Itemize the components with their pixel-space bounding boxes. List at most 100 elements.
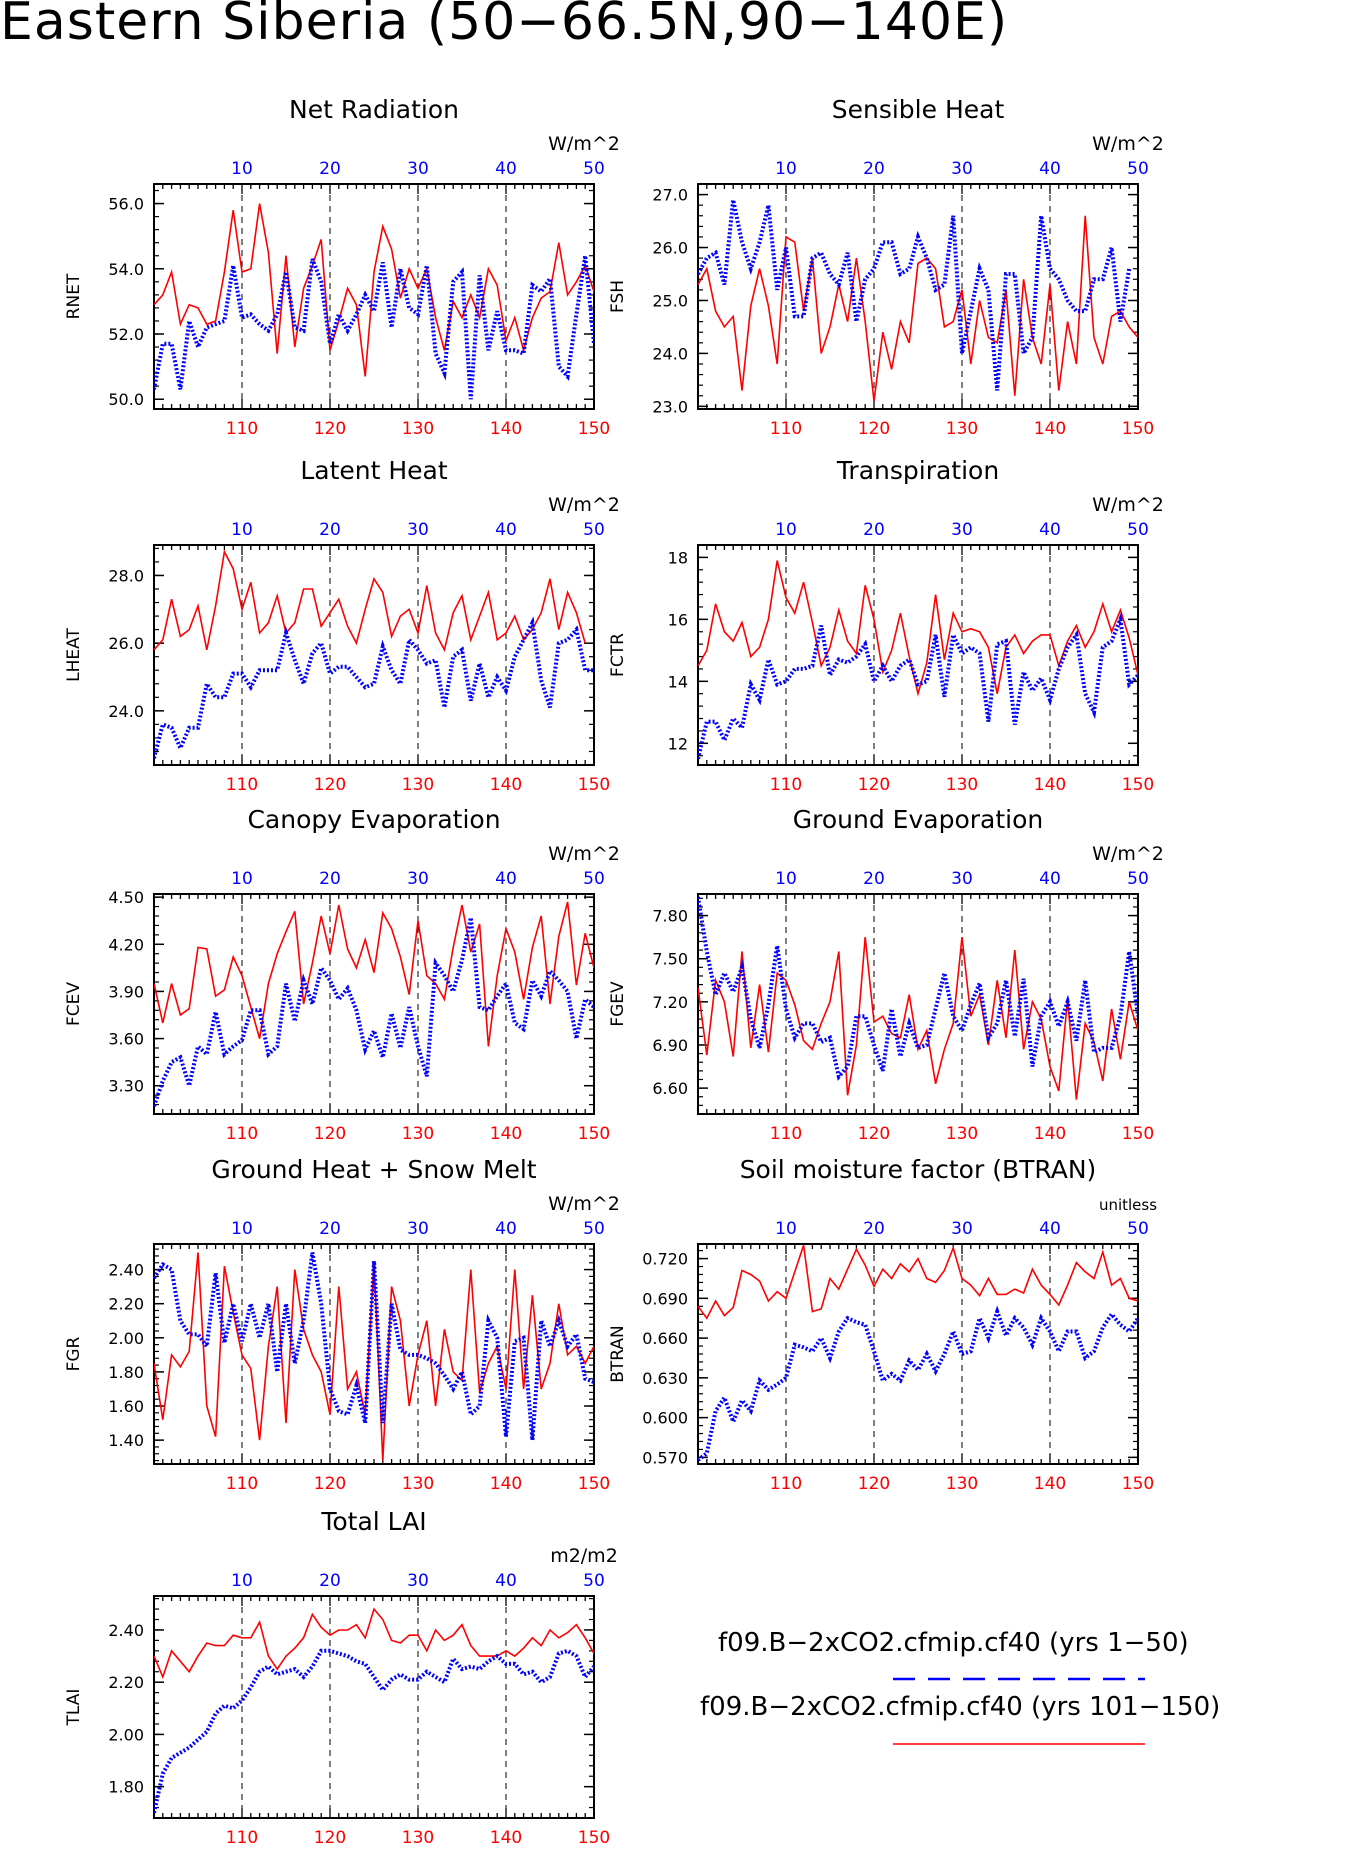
x-tick-label-top: 40 <box>1039 1219 1061 1239</box>
units-label: W/m^2 <box>548 494 620 516</box>
chart-panel-fgev: Ground Evaporation W/m^2 FGEV 6.60 6.90 7.20 7… <box>608 805 1164 1144</box>
x-tick-label-bottom: 140 <box>490 1474 522 1494</box>
x-tick-label-bottom: 130 <box>402 775 434 795</box>
y-tick-label: 4.50 <box>108 888 144 907</box>
series-yrs-101-150-line <box>698 1245 1138 1320</box>
x-tick-label-bottom: 130 <box>402 1474 434 1494</box>
chart-panel-fgr: Ground Heat + Snow Melt W/m^2 FGR 1.40 1.60 1… <box>64 1155 620 1494</box>
units-label: W/m^2 <box>1092 494 1164 516</box>
x-tick-label-bottom: 120 <box>314 775 346 795</box>
x-tick-label-top: 30 <box>407 520 429 540</box>
y-tick-label: 0.720 <box>642 1250 688 1269</box>
series-yrs-101-150-line <box>154 1252 594 1461</box>
x-tick-label-top: 30 <box>407 1571 429 1591</box>
x-tick-label-top: 50 <box>1127 1219 1149 1239</box>
series-yrs-1-50-line <box>154 917 594 1107</box>
x-tick-label-top: 10 <box>231 1571 253 1591</box>
y-tick-label: 52.0 <box>108 325 144 344</box>
y-axis-label: RNET <box>64 273 84 319</box>
y-tick-label: 2.20 <box>108 1673 144 1692</box>
y-tick-label: 23.0 <box>652 397 688 416</box>
x-tick-label-top: 30 <box>951 520 973 540</box>
series-yrs-1-50-line <box>154 1648 594 1814</box>
x-tick-label-bottom: 150 <box>1122 1124 1154 1144</box>
y-tick-label: 12 <box>668 734 688 753</box>
y-tick-label: 1.40 <box>108 1431 144 1450</box>
chart-panel-rnet: Net Radiation W/m^2 RNET 50.0 52.0 54.0 56.0 10… <box>64 95 620 439</box>
series-yrs-1-50-line <box>698 611 1138 760</box>
x-tick-label-top: 50 <box>583 1571 605 1591</box>
x-tick-label-bottom: 140 <box>1034 775 1066 795</box>
series-yrs-1-50-line <box>154 616 594 759</box>
y-tick-label: 27.0 <box>652 186 688 205</box>
x-tick-label-top: 20 <box>319 159 341 179</box>
figure-title: Eastern Siberia (50−66.5N,90−140E) <box>0 0 1009 52</box>
x-tick-label-bottom: 140 <box>1034 1124 1066 1144</box>
x-tick-label-bottom: 110 <box>226 419 258 439</box>
x-tick-label-top: 40 <box>495 159 517 179</box>
x-tick-label-top: 30 <box>407 159 429 179</box>
y-tick-label: 26.0 <box>108 634 144 653</box>
y-tick-label: 2.40 <box>108 1261 144 1280</box>
panel-title: Sensible Heat <box>832 95 1005 124</box>
y-axis-label: FCEV <box>64 982 84 1026</box>
x-tick-label-top: 50 <box>1127 869 1149 889</box>
y-tick-label: 0.600 <box>642 1409 688 1428</box>
x-tick-label-bottom: 120 <box>858 419 890 439</box>
x-tick-label-top: 20 <box>319 869 341 889</box>
x-tick-label-top: 30 <box>951 869 973 889</box>
x-tick-label-top: 10 <box>231 1219 253 1239</box>
legend-series1-label: f09.B−2xCO2.cfmip.cf40 (yrs 1−50) <box>718 1628 1189 1658</box>
y-axis-label: FSH <box>608 280 628 313</box>
y-tick-label: 3.90 <box>108 982 144 1001</box>
units-label: W/m^2 <box>548 133 620 155</box>
y-axis-label: TLAI <box>64 1689 84 1727</box>
x-tick-label-top: 30 <box>951 159 973 179</box>
x-tick-label-bottom: 110 <box>226 1474 258 1494</box>
x-tick-label-top: 10 <box>775 520 797 540</box>
x-tick-label-top: 20 <box>863 1219 885 1239</box>
y-tick-label: 26.0 <box>652 239 688 258</box>
x-tick-label-top: 50 <box>1127 159 1149 179</box>
panel-title: Total LAI <box>320 1507 426 1536</box>
chart-panel-lheat: Latent Heat W/m^2 LHEAT 24.0 26.0 28.0 10 20 30 4… <box>64 456 620 795</box>
units-label: W/m^2 <box>1092 133 1164 155</box>
x-tick-label-bottom: 140 <box>1034 419 1066 439</box>
panel-title: Canopy Evaporation <box>247 805 500 834</box>
y-tick-label: 50.0 <box>108 390 144 409</box>
panel-title: Ground Evaporation <box>793 805 1043 834</box>
panel-title: Net Radiation <box>289 95 459 124</box>
x-tick-label-top: 30 <box>951 1219 973 1239</box>
x-tick-label-top: 40 <box>1039 869 1061 889</box>
y-tick-label: 16 <box>668 610 688 629</box>
series-yrs-101-150-line <box>154 1607 594 1680</box>
y-tick-label: 3.30 <box>108 1077 144 1096</box>
x-tick-label-top: 10 <box>231 520 253 540</box>
x-tick-label-top: 40 <box>1039 159 1061 179</box>
x-tick-label-top: 20 <box>863 869 885 889</box>
x-tick-label-bottom: 120 <box>858 1474 890 1494</box>
y-tick-label: 0.690 <box>642 1289 688 1308</box>
x-tick-label-top: 10 <box>775 1219 797 1239</box>
y-tick-label: 7.80 <box>652 907 688 926</box>
panel-title: Latent Heat <box>300 456 448 485</box>
x-tick-label-top: 10 <box>231 869 253 889</box>
y-tick-label: 28.0 <box>108 566 144 585</box>
x-tick-label-top: 20 <box>319 1219 341 1239</box>
x-tick-label-top: 10 <box>775 159 797 179</box>
x-tick-label-top: 40 <box>495 520 517 540</box>
x-tick-label-bottom: 150 <box>578 1474 610 1494</box>
panel-title: Transpiration <box>836 456 999 485</box>
x-tick-label-top: 50 <box>583 869 605 889</box>
x-tick-label-top: 30 <box>407 869 429 889</box>
y-tick-label: 1.60 <box>108 1397 144 1416</box>
y-tick-label: 1.80 <box>108 1363 144 1382</box>
x-tick-label-bottom: 150 <box>1122 1474 1154 1494</box>
x-tick-label-top: 10 <box>231 159 253 179</box>
y-axis-label: BTRAN <box>608 1325 628 1383</box>
x-tick-label-bottom: 150 <box>578 419 610 439</box>
x-tick-label-bottom: 150 <box>578 1124 610 1144</box>
y-tick-label: 56.0 <box>108 195 144 214</box>
